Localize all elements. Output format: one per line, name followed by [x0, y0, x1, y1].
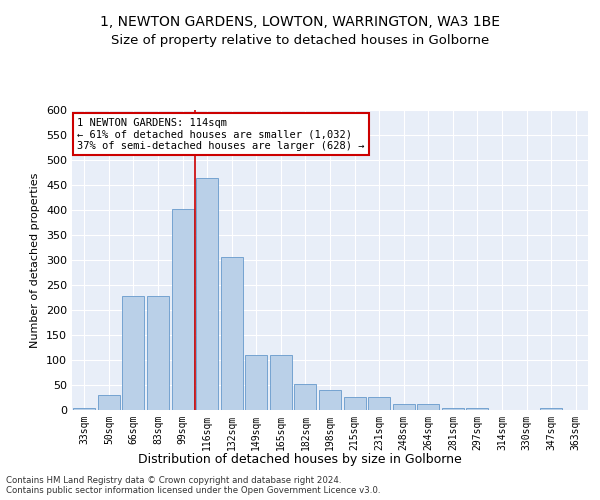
Bar: [196, 178, 218, 410]
Bar: [540, 408, 562, 410]
Text: Size of property relative to detached houses in Golborne: Size of property relative to detached ho…: [111, 34, 489, 47]
Bar: [147, 296, 169, 410]
Bar: [368, 397, 390, 410]
Text: 1 NEWTON GARDENS: 114sqm
← 61% of detached houses are smaller (1,032)
37% of sem: 1 NEWTON GARDENS: 114sqm ← 61% of detach…: [77, 118, 365, 150]
Bar: [392, 404, 415, 410]
Bar: [73, 408, 95, 410]
Bar: [442, 408, 464, 410]
Bar: [122, 296, 145, 410]
Text: Contains public sector information licensed under the Open Government Licence v3: Contains public sector information licen…: [6, 486, 380, 495]
Bar: [221, 256, 243, 410]
Bar: [270, 355, 292, 410]
Bar: [344, 397, 365, 410]
Text: Distribution of detached houses by size in Golborne: Distribution of detached houses by size …: [138, 452, 462, 466]
Bar: [466, 408, 488, 410]
Bar: [319, 390, 341, 410]
Bar: [295, 384, 316, 410]
Bar: [245, 355, 268, 410]
Text: 1, NEWTON GARDENS, LOWTON, WARRINGTON, WA3 1BE: 1, NEWTON GARDENS, LOWTON, WARRINGTON, W…: [100, 15, 500, 29]
Y-axis label: Number of detached properties: Number of detached properties: [31, 172, 40, 348]
Bar: [172, 208, 194, 410]
Bar: [417, 404, 439, 410]
Text: Contains HM Land Registry data © Crown copyright and database right 2024.: Contains HM Land Registry data © Crown c…: [6, 476, 341, 485]
Bar: [98, 395, 120, 410]
